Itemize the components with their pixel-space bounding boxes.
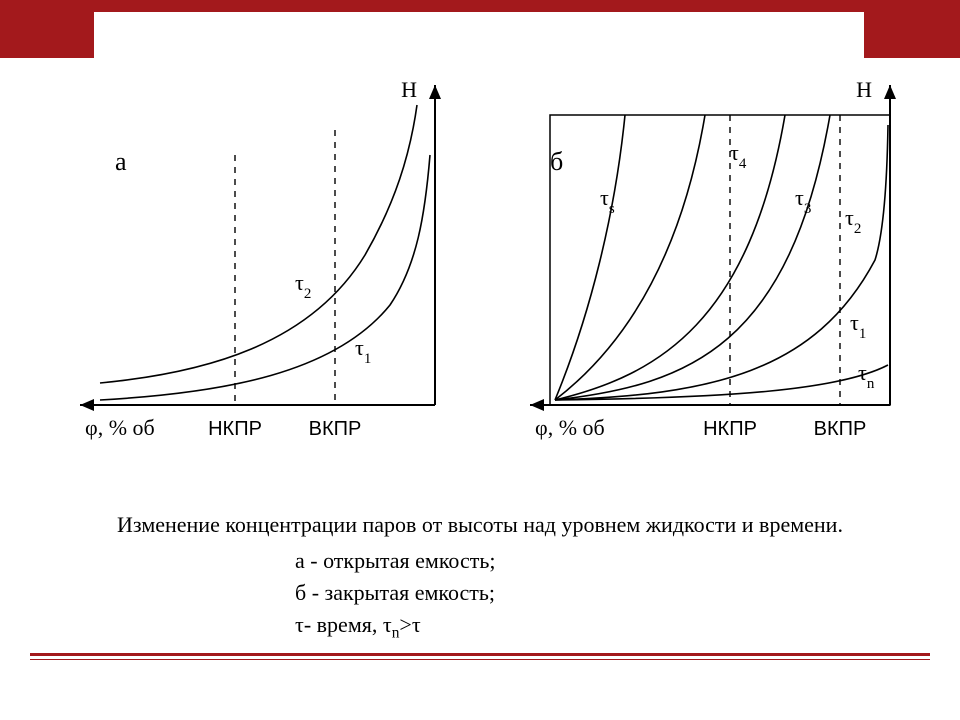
svg-text:НКПР: НКПР <box>703 418 757 440</box>
svg-text:H: H <box>401 77 417 102</box>
svg-text:τ3: τ3 <box>795 185 811 217</box>
chart-panel-a: Hφ, % об НКПР ВКПР τ2 τ1 а <box>45 75 480 485</box>
svg-text:τ1: τ1 <box>355 335 371 367</box>
chart-panel-b: Hφ, % об НКПР ВКПР τs τ4 τ3 τ2 τ1 τn б <box>480 75 915 485</box>
svg-text:H: H <box>856 77 872 102</box>
svg-text:НКПР: НКПР <box>208 418 262 440</box>
header-bar <box>0 0 960 58</box>
svg-text:τ2: τ2 <box>295 270 311 302</box>
svg-text:τn: τn <box>858 360 875 392</box>
bottom-rule <box>30 653 930 660</box>
svg-text:τs: τs <box>600 185 615 217</box>
svg-text:ВКПР: ВКПР <box>309 418 362 440</box>
chart-row: Hφ, % об НКПР ВКПР τ2 τ1 а Hφ, % об НКПР ВКПР τs… <box>45 75 915 485</box>
header-inset <box>94 12 864 58</box>
legend-line-2: б - закрытая емкость; <box>295 577 495 609</box>
svg-text:б: б <box>550 147 563 176</box>
svg-text:τ4: τ4 <box>730 140 747 172</box>
svg-text:φ, % об: φ, % об <box>85 415 155 440</box>
legend-line-1: а - открытая емкость; <box>295 545 495 577</box>
figure-legend: а - открытая емкость; б - закрытая емкос… <box>295 545 495 645</box>
figure-caption: Изменение концентрации паров от высоты н… <box>60 510 900 541</box>
svg-text:а: а <box>115 147 127 176</box>
svg-text:τ2: τ2 <box>845 205 861 237</box>
svg-text:τ1: τ1 <box>850 310 866 342</box>
svg-text:ВКПР: ВКПР <box>814 418 867 440</box>
legend-line-3: τ- время, τn>τ <box>295 609 495 645</box>
svg-text:φ, % об: φ, % об <box>535 415 605 440</box>
